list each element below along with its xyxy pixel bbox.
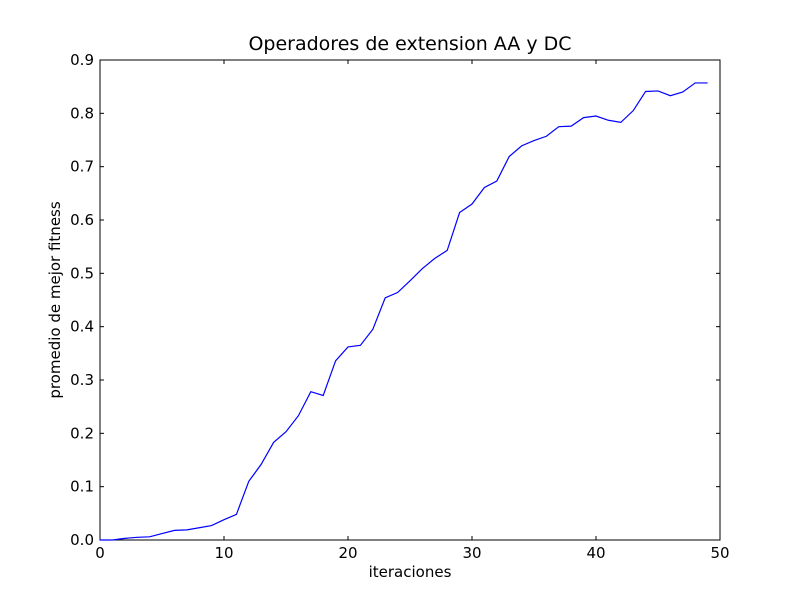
y-tick-label: 0.9 <box>70 51 94 69</box>
x-tick-label: 20 <box>338 544 357 562</box>
x-tick-label: 50 <box>710 544 729 562</box>
series-line <box>100 82 708 541</box>
y-tick-label: 0.5 <box>70 264 94 282</box>
y-tick-label: 0.3 <box>70 371 94 389</box>
x-tick-label: 10 <box>214 544 233 562</box>
y-tick-label: 0.6 <box>70 211 94 229</box>
x-axis-label: iteraciones <box>369 563 452 581</box>
y-tick-label: 0.1 <box>70 478 94 496</box>
y-axis-label: promedio de mejor fitness <box>46 201 64 399</box>
y-tick-label: 0.7 <box>70 158 94 176</box>
chart-title: Operadores de extension AA y DC <box>248 33 571 55</box>
y-tick-label: 0.2 <box>70 424 94 442</box>
y-tick-label: 0.4 <box>70 318 94 336</box>
x-tick-label: 30 <box>462 544 481 562</box>
y-tick-label: 0.0 <box>70 531 94 549</box>
tick-labels: 0 10 20 30 40 50 0.0 0.1 0.2 0.3 0.4 0.5 0.6 0.7 0.8 0.… <box>70 51 729 562</box>
x-tick-label: 0 <box>95 544 105 562</box>
plot-area <box>99 59 721 541</box>
x-tick-label: 40 <box>586 544 605 562</box>
y-tick-label: 0.8 <box>70 104 94 122</box>
